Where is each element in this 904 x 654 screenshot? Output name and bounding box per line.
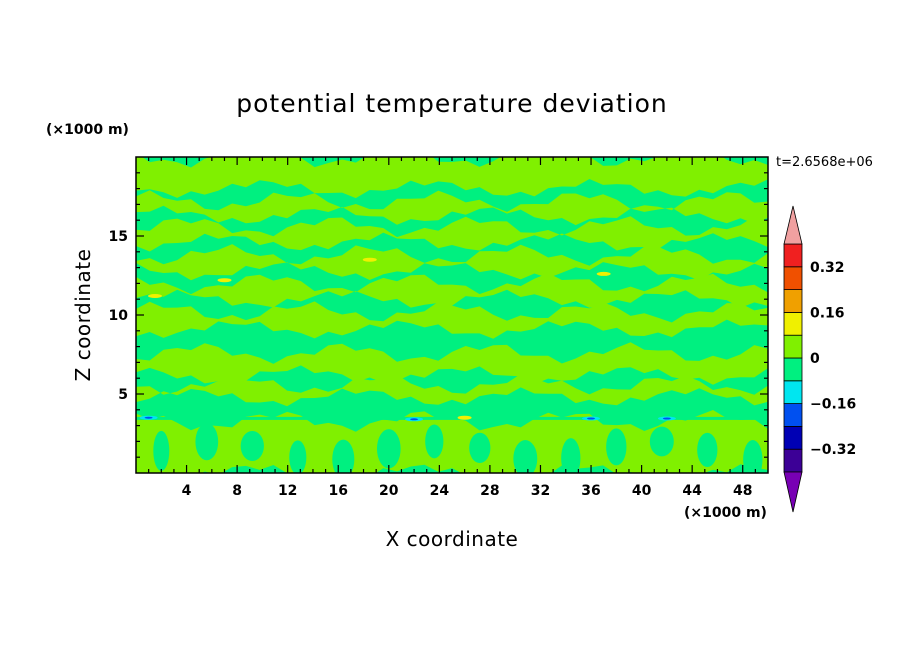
warm-spot (362, 257, 377, 262)
negative-anomaly-pocket (743, 440, 763, 473)
time-label: t=2.6568e+06 (776, 155, 873, 170)
positive-anomaly-band (136, 157, 768, 199)
negative-anomaly-pocket (195, 423, 219, 461)
negative-anomaly-pocket (469, 432, 491, 464)
positive-anomaly-band (136, 342, 768, 385)
positive-anomaly-band (136, 190, 768, 226)
strong-cold-spot (410, 418, 419, 421)
colorbar-segment (783, 243, 803, 268)
colorbar-segment (783, 403, 803, 427)
colorbar-label: 0.32 (810, 260, 845, 276)
x-tick-label: 16 (328, 483, 347, 499)
warm-spot (148, 294, 162, 298)
strong-cold-spot (587, 417, 595, 420)
x-axis-ticks: 4 8 12 16 20 24 28 32 36 40 44 48 (148, 157, 756, 499)
x-axis-label: X coordinate (386, 527, 519, 551)
negative-anomaly-pocket (289, 440, 307, 473)
warm-spot (217, 278, 232, 283)
colorbar-over-arrow (783, 205, 803, 245)
negative-anomaly-pocket (649, 426, 674, 457)
x-unit-label: (×1000 m) (684, 505, 767, 521)
x-tick-label: 28 (480, 483, 499, 499)
positive-anomaly-band (136, 273, 768, 308)
x-tick-label: 24 (430, 483, 450, 499)
y-axis-ticks: 5 10 15 (109, 172, 768, 458)
strong-cold-spot (144, 416, 153, 419)
colorbar-label: 0 (810, 351, 820, 367)
colorbar-segment (783, 311, 803, 336)
negative-anomaly-pocket (376, 429, 401, 469)
positive-anomaly-band (136, 301, 768, 339)
x-tick-label: 12 (278, 483, 297, 499)
y-tick-label: 10 (109, 308, 129, 324)
negative-anomaly-pocket (332, 439, 355, 473)
x-tick-label: 32 (531, 483, 550, 499)
x-tick-label: 40 (632, 483, 652, 499)
colorbar-segment (783, 448, 803, 473)
y-axis-label: Z coordinate (71, 249, 95, 382)
chart-title: potential temperature deviation (236, 89, 667, 118)
x-tick-label: 48 (733, 483, 752, 499)
contour-field (136, 157, 768, 473)
colorbar-label: −0.16 (810, 397, 856, 413)
x-tick-label: 4 (182, 483, 192, 499)
colorbar-segment (783, 357, 803, 382)
negative-anomaly-pocket (561, 438, 581, 473)
negative-anomaly-pocket (606, 428, 627, 466)
negative-anomaly-pocket (697, 432, 718, 468)
x-tick-label: 20 (379, 483, 399, 499)
colorbar-label: 0.16 (810, 305, 845, 321)
x-tick-label: 8 (232, 483, 242, 499)
inversion-line (136, 416, 768, 420)
positive-anomaly-band (136, 244, 768, 281)
colorbar: 0.32 0.16 0 −0.16 −0.32 (783, 205, 856, 513)
colorbar-label: −0.32 (810, 442, 856, 458)
colorbar-segment (783, 289, 803, 313)
x-tick-label: 36 (581, 483, 600, 499)
colorbar-under-arrow (783, 471, 803, 513)
colorbar-segment (783, 380, 803, 404)
positive-anomaly-band (136, 373, 768, 407)
negative-anomaly-pocket (153, 430, 170, 471)
strong-cold-spot (662, 417, 671, 420)
warm-spot (457, 415, 472, 420)
colorbar-segment (783, 425, 803, 450)
colorbar-segment (783, 334, 803, 359)
negative-anomaly-pocket (425, 424, 444, 459)
negative-anomaly-pocket (240, 430, 264, 462)
y-tick-label: 15 (109, 229, 128, 245)
colorbar-segment (783, 266, 803, 290)
y-unit-label: (×1000 m) (46, 122, 129, 138)
negative-anomaly-pocket (513, 440, 538, 473)
warm-spot (596, 271, 611, 276)
positive-anomaly-band (136, 216, 768, 252)
y-tick-label: 5 (118, 387, 128, 403)
x-tick-label: 44 (682, 483, 702, 499)
